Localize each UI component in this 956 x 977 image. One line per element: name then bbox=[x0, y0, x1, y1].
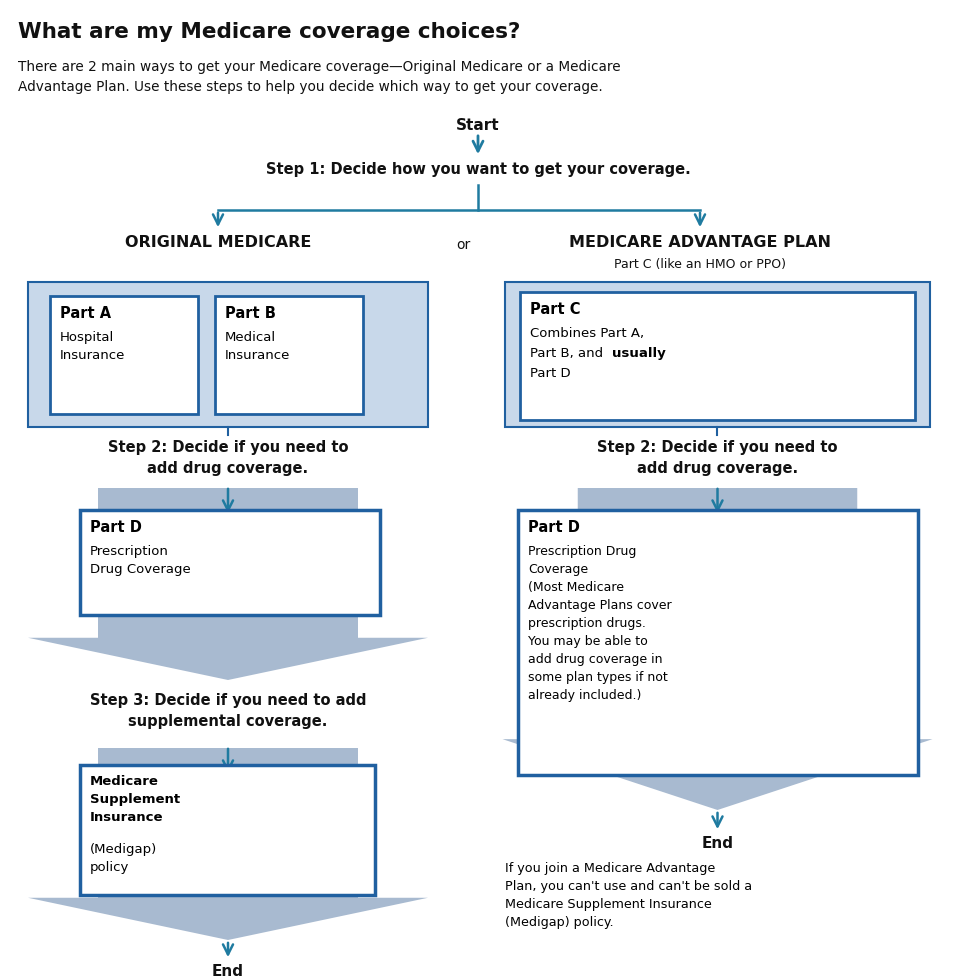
Text: Prescription
Drug Coverage: Prescription Drug Coverage bbox=[90, 545, 191, 576]
Text: Medicare
Supplement
Insurance: Medicare Supplement Insurance bbox=[90, 775, 180, 824]
Text: (Medigap)
policy: (Medigap) policy bbox=[90, 843, 157, 874]
Text: Step 2: Decide if you need to
add drug coverage.: Step 2: Decide if you need to add drug c… bbox=[598, 440, 837, 476]
Text: Part D: Part D bbox=[530, 367, 571, 380]
Bar bbox=[28, 282, 428, 427]
Text: Part C (like an HMO or PPO): Part C (like an HMO or PPO) bbox=[614, 258, 786, 271]
Text: Start: Start bbox=[456, 118, 500, 133]
Text: Part D: Part D bbox=[528, 520, 580, 535]
Bar bbox=[50, 296, 198, 414]
Text: End: End bbox=[212, 964, 244, 977]
Text: Hospital
Insurance: Hospital Insurance bbox=[60, 331, 125, 362]
Polygon shape bbox=[28, 748, 428, 940]
Text: usually: usually bbox=[612, 347, 665, 360]
Text: MEDICARE ADVANTAGE PLAN: MEDICARE ADVANTAGE PLAN bbox=[569, 235, 831, 250]
Bar bbox=[80, 510, 380, 615]
Text: Prescription Drug
Coverage
(Most Medicare
Advantage Plans cover
prescription dru: Prescription Drug Coverage (Most Medicar… bbox=[528, 545, 672, 702]
Bar bbox=[518, 510, 918, 775]
Text: Part A: Part A bbox=[60, 306, 111, 321]
Bar bbox=[215, 296, 363, 414]
Polygon shape bbox=[28, 488, 428, 680]
Text: Medical
Insurance: Medical Insurance bbox=[225, 331, 291, 362]
Text: Part B, and: Part B, and bbox=[530, 347, 607, 360]
Text: Step 1: Decide how you want to get your coverage.: Step 1: Decide how you want to get your … bbox=[266, 162, 690, 177]
Polygon shape bbox=[503, 488, 932, 810]
Text: Part D: Part D bbox=[90, 520, 141, 535]
Text: Combines Part A,: Combines Part A, bbox=[530, 327, 644, 340]
Text: What are my Medicare coverage choices?: What are my Medicare coverage choices? bbox=[18, 22, 520, 42]
Text: End: End bbox=[702, 836, 733, 851]
Bar bbox=[80, 765, 375, 895]
Text: or: or bbox=[456, 238, 470, 252]
Text: Part C: Part C bbox=[530, 302, 580, 317]
Text: If you join a Medicare Advantage
Plan, you can't use and can't be sold a
Medicar: If you join a Medicare Advantage Plan, y… bbox=[505, 862, 752, 929]
Text: Part B: Part B bbox=[225, 306, 276, 321]
Text: Step 3: Decide if you need to add
supplemental coverage.: Step 3: Decide if you need to add supple… bbox=[90, 693, 366, 729]
Bar bbox=[520, 292, 915, 420]
Text: ORIGINAL MEDICARE: ORIGINAL MEDICARE bbox=[125, 235, 312, 250]
Text: There are 2 main ways to get your Medicare coverage—Original Medicare or a Medic: There are 2 main ways to get your Medica… bbox=[18, 60, 620, 94]
Bar bbox=[505, 282, 930, 427]
Text: Step 2: Decide if you need to
add drug coverage.: Step 2: Decide if you need to add drug c… bbox=[108, 440, 348, 476]
